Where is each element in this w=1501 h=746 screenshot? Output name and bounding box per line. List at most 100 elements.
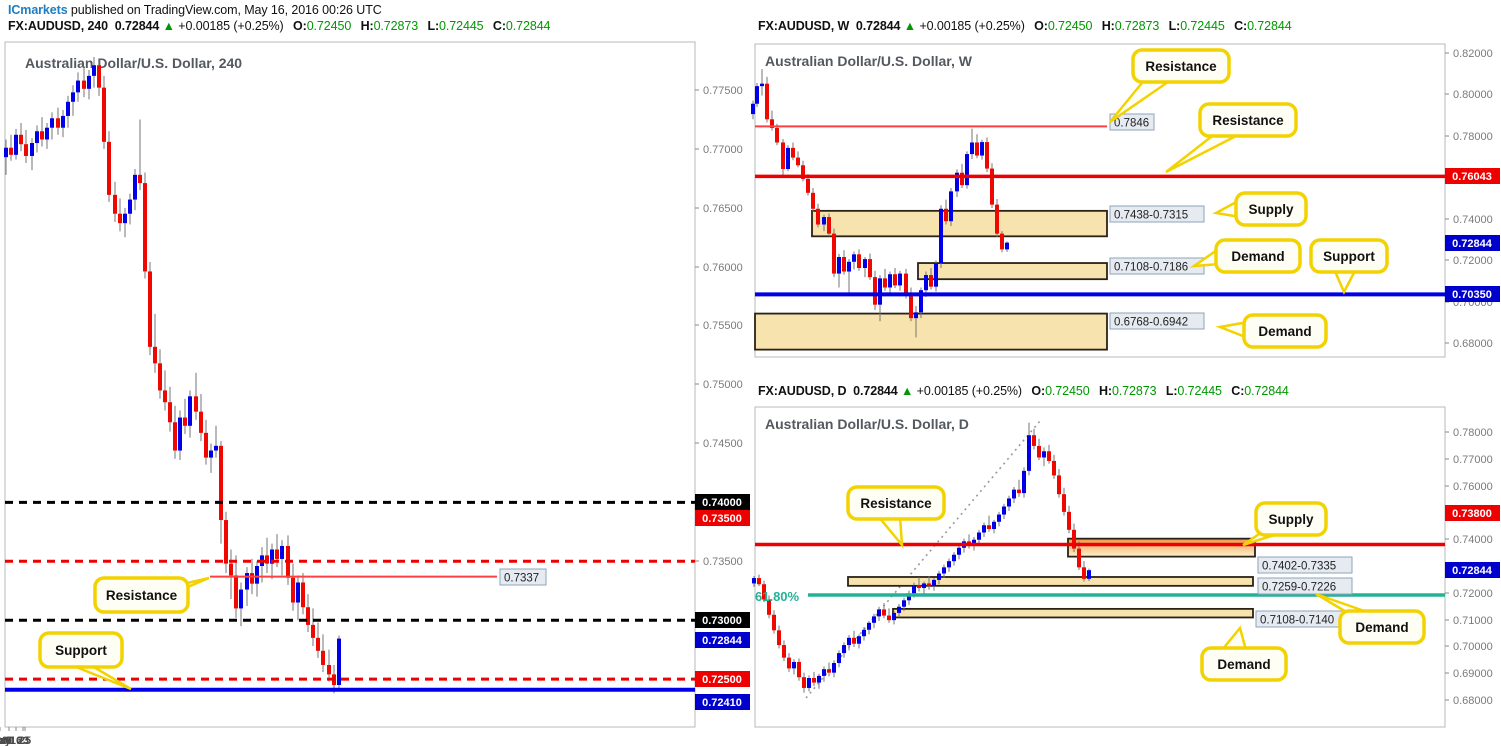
zone-rect[interactable] bbox=[847, 576, 1254, 587]
chart-240[interactable]: Australian Dollar/U.S. Dollar, 240 0.7337… bbox=[0, 36, 750, 746]
y-axis-tick: 0.69000 bbox=[1453, 668, 1493, 680]
low-label: L: bbox=[1165, 384, 1178, 398]
price-tag: 0.72500 bbox=[695, 671, 750, 687]
level-label[interactable]: 0.7402-0.7335 bbox=[1257, 556, 1353, 574]
chart-title: Australian Dollar/U.S. Dollar, 240 bbox=[25, 55, 242, 71]
callout-bubble bbox=[846, 485, 946, 521]
close-value: 0.72844 bbox=[1244, 384, 1289, 398]
zone-rect[interactable] bbox=[892, 607, 1254, 619]
zone-rect[interactable] bbox=[917, 262, 1108, 281]
symbol-name[interactable]: FX:AUDUSD, D bbox=[758, 384, 847, 398]
callout-support[interactable]: Support bbox=[38, 631, 132, 691]
open-label: O: bbox=[1034, 19, 1048, 33]
x-axis-tick: 13:0 bbox=[0, 735, 11, 746]
price-tag: 0.74000 bbox=[695, 494, 750, 510]
chart-title: Australian Dollar/U.S. Dollar, W bbox=[765, 53, 973, 69]
symbol-name[interactable]: FX:AUDUSD, 240 bbox=[8, 19, 109, 33]
close-label: C: bbox=[1234, 19, 1248, 33]
chart-canvas-AUDUSD Daily: Australian Dollar/U.S. Dollar, D 0.7402-0… bbox=[752, 406, 1500, 728]
callout-supply[interactable]: Supply bbox=[1242, 501, 1328, 547]
high-value: 0.72873 bbox=[1114, 19, 1160, 33]
fib-level-label: 61.80% bbox=[755, 589, 800, 604]
publish-note: ICmarkets published on TradingView.com, … bbox=[8, 3, 382, 17]
low-value: 0.72445 bbox=[1180, 19, 1225, 33]
y-axis-tick: 0.70000 bbox=[1453, 641, 1493, 653]
callout-demand[interactable]: Demand bbox=[1215, 313, 1328, 349]
callout-demand[interactable]: Demand bbox=[1315, 592, 1426, 645]
callout-resistance[interactable]: Resistance bbox=[846, 485, 946, 549]
y-axis-tick: 0.71000 bbox=[1453, 615, 1493, 627]
callout-resistance[interactable]: Resistance bbox=[1109, 48, 1231, 124]
price-tag: 0.73500 bbox=[695, 510, 750, 526]
callout-bubble bbox=[93, 576, 190, 614]
price-change: +0.00185 (+0.25%) bbox=[919, 19, 1025, 33]
y-axis-tick: 0.78000 bbox=[1453, 427, 1493, 439]
price-change: +0.00185 (+0.25%) bbox=[916, 384, 1022, 398]
svg-text:0.73500: 0.73500 bbox=[702, 513, 742, 525]
callout-resistance[interactable]: Resistance bbox=[1165, 102, 1298, 174]
callout-resistance[interactable]: Resistance bbox=[93, 576, 210, 614]
y-axis-tick: 0.75500 bbox=[703, 320, 743, 332]
last-price: 0.72844 bbox=[853, 384, 898, 398]
high-value: 0.72873 bbox=[1111, 384, 1157, 398]
callout-demand[interactable]: Demand bbox=[1200, 625, 1288, 682]
candles bbox=[752, 422, 1091, 693]
chart-canvas-AUDUSD 240: Australian Dollar/U.S. Dollar, 240 0.7337… bbox=[0, 41, 750, 746]
price-tag: 0.72844 bbox=[1445, 235, 1500, 251]
y-axis-tick: 0.78000 bbox=[1453, 131, 1493, 143]
up-arrow-icon: ▲ bbox=[162, 19, 175, 33]
level-label[interactable]: 0.7337 bbox=[499, 568, 547, 586]
callout-text: Demand bbox=[1355, 620, 1408, 635]
chart-daily[interactable]: Australian Dollar/U.S. Dollar, D 0.7402-0… bbox=[750, 380, 1501, 746]
callout-demand[interactable]: Demand bbox=[1189, 238, 1302, 274]
up-arrow-icon: ▲ bbox=[903, 19, 917, 33]
close-value: 0.72844 bbox=[505, 19, 551, 33]
brand-link[interactable]: ICmarkets bbox=[8, 3, 68, 17]
price-tag: 0.73000 bbox=[695, 612, 750, 628]
level-label[interactable]: 0.7438-0.7315 bbox=[1109, 205, 1205, 223]
price-tag: 0.76043 bbox=[1445, 168, 1500, 184]
callout-bubble bbox=[1234, 191, 1308, 227]
chart-weekly[interactable]: Australian Dollar/U.S. Dollar, W 0.7846 0.… bbox=[750, 36, 1501, 380]
svg-text:0.7846: 0.7846 bbox=[1114, 118, 1149, 130]
high-label: H: bbox=[1098, 384, 1112, 398]
callout-text: Supply bbox=[1248, 202, 1293, 217]
svg-text:0.6768-0.6942: 0.6768-0.6942 bbox=[1114, 317, 1188, 329]
close-label: C: bbox=[1231, 384, 1245, 398]
y-axis-tick: 0.76000 bbox=[703, 262, 743, 274]
callout-text: Demand bbox=[1217, 657, 1270, 672]
zone-rect[interactable] bbox=[1067, 537, 1256, 558]
high-value: 0.72873 bbox=[373, 19, 419, 33]
symbol-name[interactable]: FX:AUDUSD, W bbox=[758, 19, 850, 33]
callout-text: Support bbox=[1323, 249, 1375, 264]
level-label[interactable]: 0.7108-0.7140 bbox=[1255, 610, 1351, 628]
y-axis-tick: 0.77000 bbox=[703, 144, 743, 156]
y-axis-tick: 0.82000 bbox=[1453, 48, 1493, 60]
callout-support[interactable]: Support bbox=[1309, 238, 1389, 295]
callout-supply[interactable]: Supply bbox=[1212, 191, 1308, 227]
y-axis-tick: 0.74000 bbox=[1453, 214, 1493, 226]
svg-text:0.7108-0.7186: 0.7108-0.7186 bbox=[1114, 262, 1188, 274]
callout-bubble bbox=[1214, 238, 1302, 274]
y-axis-tick: 0.80000 bbox=[1453, 89, 1493, 101]
open-label: O: bbox=[293, 19, 307, 33]
svg-text:0.72844: 0.72844 bbox=[1452, 565, 1493, 577]
level-label[interactable]: 0.7108-0.7186 bbox=[1109, 257, 1205, 275]
open-label: O: bbox=[1031, 384, 1046, 398]
zone-rect[interactable] bbox=[754, 312, 1108, 351]
svg-text:0.7259-0.7226: 0.7259-0.7226 bbox=[1262, 582, 1336, 594]
zone-rect[interactable] bbox=[811, 209, 1108, 238]
level-label[interactable]: 0.7846 bbox=[1109, 113, 1155, 131]
low-label: L: bbox=[427, 19, 440, 33]
publish-note-text: published on TradingView.com, May 16, 20… bbox=[67, 3, 382, 17]
y-axis-tick: 0.77500 bbox=[703, 85, 743, 97]
svg-text:0.73000: 0.73000 bbox=[702, 615, 742, 627]
level-label[interactable]: 0.6768-0.6942 bbox=[1109, 312, 1205, 330]
chart-title: Australian Dollar/U.S. Dollar, D bbox=[765, 416, 969, 432]
symbol-header-240: FX:AUDUSD, 240 0.72844 ▲ +0.00185 (+0.25… bbox=[8, 19, 551, 33]
high-label: H: bbox=[360, 19, 374, 33]
level-label[interactable]: 0.7259-0.7226 bbox=[1257, 577, 1353, 595]
open-value: 0.72450 bbox=[306, 19, 352, 33]
callout-bubble bbox=[1242, 313, 1328, 349]
